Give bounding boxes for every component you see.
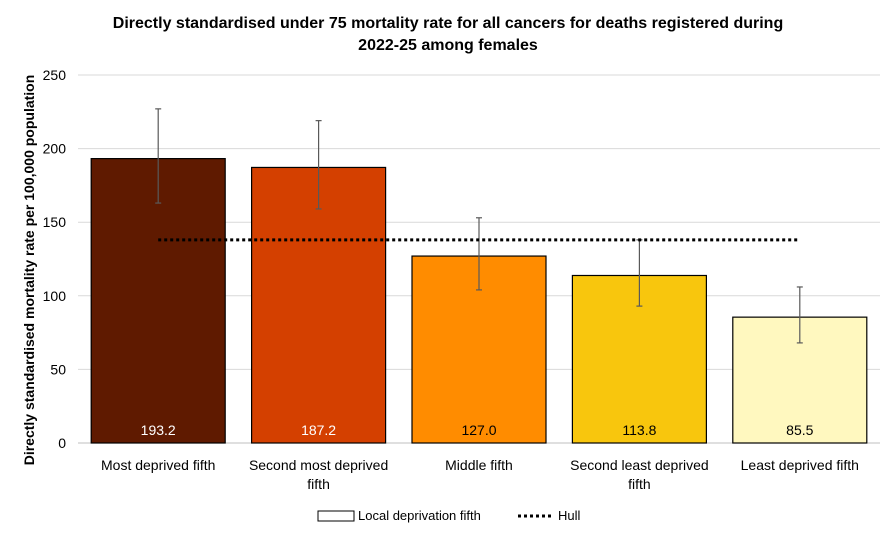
legend-label-hull: Hull [558,508,581,523]
x-tick-label: fifth [628,476,651,492]
legend-label-local-deprivation-fifth: Local deprivation fifth [358,508,481,523]
y-tick-label: 200 [43,141,67,157]
legend: Local deprivation fifth Hull [317,508,581,523]
bars [90,158,868,444]
data-label: 193.2 [141,422,176,438]
x-tick-label: Least deprived fifth [741,457,859,473]
error-bars [155,108,803,344]
chart-title-line: 2022-25 among females [358,37,538,54]
bar [251,166,387,444]
data-label: 127.0 [461,422,496,438]
data-label: 85.5 [786,422,813,438]
y-tick-label: 50 [50,361,66,377]
x-tick-label: Most deprived fifth [101,457,215,473]
y-tick-label: 100 [43,288,67,304]
y-tick-label: 150 [43,214,67,230]
x-tick-label: fifth [307,476,330,492]
x-tick-label: Second least deprived [570,457,709,473]
chart-title: Directly standardised under 75 mortality… [113,15,783,54]
x-tick-label: Middle fifth [445,457,513,473]
y-axis-label: Directly standardised mortality rate per… [21,75,37,466]
y-axis-ticks: 0 50 100 150 200 250 [43,67,67,451]
y-tick-label: 250 [43,67,67,83]
legend-swatch-local-deprivation-fifth [317,510,355,522]
data-labels: 193.2 187.2 127.0 113.8 85.5 [141,422,814,438]
data-label: 187.2 [301,422,336,438]
bar [90,158,226,444]
x-axis-ticks: Most deprived fifth Second most deprived f… [101,457,859,492]
chart-title-line: Directly standardised under 75 mortality… [113,15,783,32]
y-tick-label: 0 [58,435,66,451]
x-tick-label: Second most deprived [249,457,388,473]
data-label: 113.8 [622,422,656,438]
